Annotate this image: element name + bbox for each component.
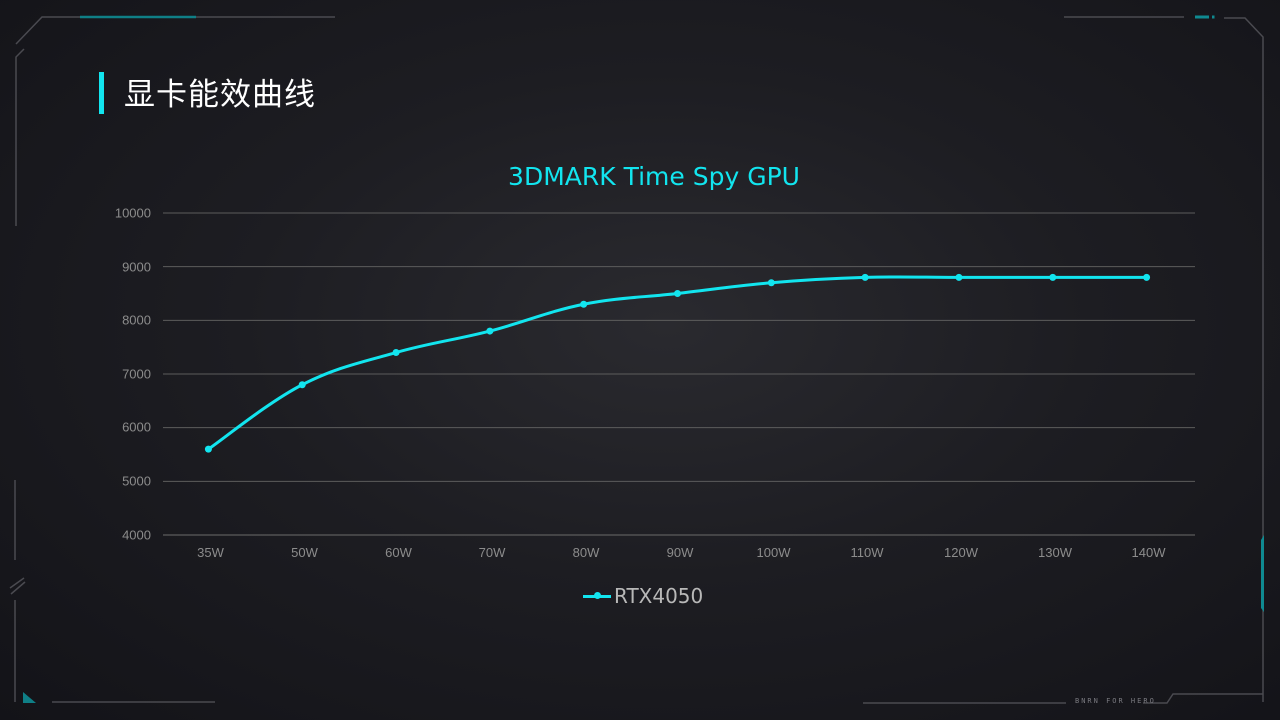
series-line-rtx4050 (206, 275, 1149, 451)
data-point-markers (204, 273, 1151, 453)
data-point-marker (1049, 273, 1057, 281)
footer-brand-text: BNRN FOR HERO (1075, 697, 1156, 705)
data-point-marker (204, 445, 212, 453)
data-point-marker (298, 381, 306, 389)
y-tick-label: 8000 (122, 312, 151, 328)
x-tick-label: 140W (1131, 545, 1166, 560)
page-title: 显卡能效曲线 (124, 77, 316, 113)
data-point-marker (392, 349, 400, 357)
y-tick-label: 5000 (122, 473, 151, 489)
data-point-marker (1143, 273, 1151, 281)
x-tick-label: 100W (756, 545, 791, 560)
chart-legend[interactable]: RTX4050 (583, 583, 703, 609)
x-tick-label: 110W (850, 545, 884, 560)
x-tick-label: 80W (572, 545, 600, 560)
legend-line-marker-icon (583, 592, 611, 599)
x-tick-label: 130W (1038, 545, 1072, 560)
legend-label: RTX4050 (614, 584, 704, 608)
data-point-marker (955, 273, 963, 281)
x-tick-label: 35W (197, 545, 224, 560)
x-tick-label: 90W (666, 545, 694, 560)
x-tick-label: 120W (944, 545, 978, 560)
y-tick-label: 4000 (122, 527, 151, 543)
x-tick-label: 60W (385, 545, 412, 560)
chart-title: 3DMARK Time Spy GPU (508, 162, 800, 191)
data-point-marker (486, 327, 494, 335)
data-point-marker (861, 273, 869, 281)
title-accent-bar (99, 72, 104, 114)
x-tick-label: 50W (291, 545, 318, 560)
data-point-marker (580, 300, 588, 308)
x-tick-label: 70W (478, 545, 506, 560)
y-tick-label: 10000 (114, 205, 151, 221)
data-point-marker (674, 290, 681, 297)
gridlines (163, 212, 1195, 536)
y-tick-label: 7000 (122, 366, 151, 382)
y-tick-label: 6000 (122, 419, 151, 435)
y-tick-label: 9000 (122, 259, 151, 275)
data-point-marker (767, 279, 775, 287)
